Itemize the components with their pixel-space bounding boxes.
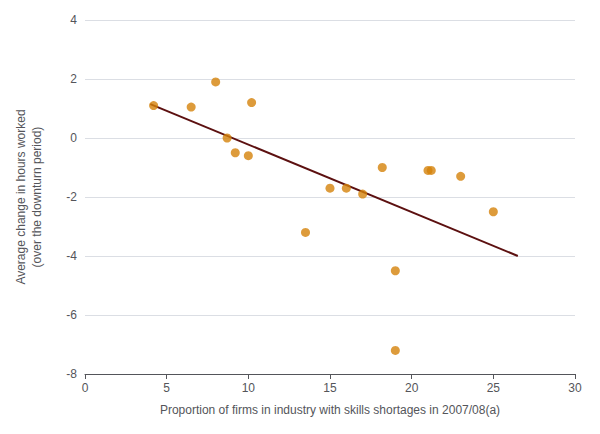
svg-text:0: 0	[70, 131, 77, 145]
svg-text:Proportion of firms in industr: Proportion of firms in industry with ski…	[160, 403, 500, 417]
svg-text:-8: -8	[66, 367, 77, 381]
svg-text:10: 10	[242, 381, 256, 395]
svg-text:(over the downturn period): (over the downturn period)	[30, 127, 44, 268]
svg-text:-6: -6	[66, 308, 77, 322]
svg-text:-4: -4	[66, 249, 77, 263]
svg-text:4: 4	[70, 13, 77, 27]
svg-text:5: 5	[163, 381, 170, 395]
svg-text:15: 15	[323, 381, 337, 395]
svg-text:2: 2	[70, 72, 77, 86]
svg-text:20: 20	[405, 381, 419, 395]
svg-text:25: 25	[487, 381, 501, 395]
svg-text:0: 0	[82, 381, 89, 395]
svg-text:30: 30	[568, 381, 582, 395]
svg-text:-2: -2	[66, 190, 77, 204]
svg-text:Average change in hours worked: Average change in hours worked	[14, 109, 28, 284]
